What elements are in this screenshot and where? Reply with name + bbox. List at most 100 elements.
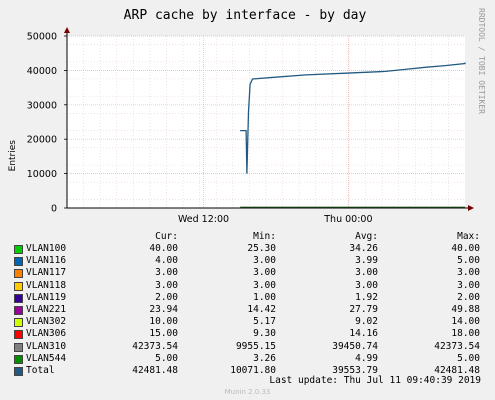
- legend-cur: 3.00: [155, 279, 178, 291]
- legend-cur: 4.00: [155, 255, 178, 267]
- y-tick-label: 50000: [27, 32, 57, 43]
- legend-swatch: [14, 257, 23, 267]
- y-tick-label: 40000: [27, 66, 57, 77]
- legend-row: VLAN116 4.00 3.00 3.99 5.00: [12, 255, 484, 267]
- legend-avg: 3.00: [355, 267, 378, 279]
- legend-name: VLAN117: [26, 267, 67, 279]
- y-tick-label: 20000: [27, 135, 57, 146]
- legend-name: VLAN310: [26, 340, 67, 352]
- legend-cur: 10.00: [149, 316, 178, 328]
- legend-swatch: [14, 318, 23, 328]
- legend-row: VLAN306 15.00 9.30 14.16 18.00: [12, 328, 484, 340]
- legend-name: VLAN116: [26, 255, 67, 267]
- legend-min: 3.00: [253, 279, 276, 291]
- y-tick-label: 10000: [27, 169, 57, 180]
- legend-avg: 4.99: [355, 352, 378, 364]
- legend-min: 14.42: [247, 304, 276, 315]
- legend-min: 3.00: [253, 255, 276, 267]
- legend-max: 14.00: [451, 316, 480, 328]
- plot-area: [67, 36, 465, 208]
- legend-row: VLAN221 23.94 14.42 27.79 49.88: [12, 304, 484, 316]
- y-axis-arrow: [64, 27, 70, 33]
- legend-avg: 39553.79: [332, 365, 378, 376]
- legend-max: 42373.54: [434, 340, 480, 352]
- legend-row: VLAN100 40.00 25.30 34.26 40.00: [12, 243, 484, 255]
- legend-min: 9955.15: [235, 340, 276, 352]
- legend-swatch: [14, 281, 23, 291]
- legend-swatch: [14, 245, 23, 254]
- legend-swatch: [14, 330, 23, 340]
- chart-title: ARP cache by interface - by day: [123, 8, 367, 23]
- legend-row: VLAN118 3.00 3.00 3.00 3.00: [12, 280, 484, 292]
- legend-cur: 42481.48: [132, 365, 178, 376]
- legend-avg: 39450.74: [332, 340, 378, 352]
- legend-cur: 2.00: [155, 291, 178, 303]
- legend-max: 3.00: [457, 267, 480, 279]
- legend-min: 5.17: [253, 316, 276, 328]
- legend-avg: 34.26: [349, 243, 378, 254]
- legend-avg: 3.99: [355, 255, 378, 267]
- legend-cur: 23.94: [149, 304, 178, 315]
- legend-row: VLAN302 10.00 5.17 9.02 14.00: [12, 316, 484, 328]
- series-line: [240, 62, 466, 174]
- legend-swatch: [14, 306, 23, 315]
- legend-max: 49.88: [451, 304, 480, 315]
- legend-row: Total 42481.48 10071.80 39553.79 42481.48: [12, 365, 484, 377]
- legend-name: VLAN302: [26, 316, 67, 328]
- legend-avg: 27.79: [349, 304, 378, 315]
- legend-max: 5.00: [457, 352, 480, 364]
- legend-cur: 40.00: [149, 243, 178, 254]
- legend-row: VLAN310 42373.54 9955.15 39450.74 42373.54: [12, 341, 484, 353]
- axes: [64, 27, 474, 211]
- legend-row: VLAN544 5.00 3.26 4.99 5.00: [12, 353, 484, 365]
- legend-max: 40.00: [451, 243, 480, 254]
- x-tick-label: Thu 00:00: [323, 214, 372, 225]
- legend-cur: 42373.54: [132, 340, 178, 352]
- series-marks: [240, 62, 466, 208]
- legend-min: 3.26: [253, 352, 276, 364]
- legend-swatch: [14, 269, 23, 279]
- legend-swatch: [14, 342, 23, 352]
- legend-avg: 1.92: [355, 291, 378, 303]
- header-avg: Avg:: [355, 231, 378, 242]
- chart-plot: 0 10000 20000 30000 40000 50000 Wed 12:00 Thu 0…: [27, 27, 474, 226]
- legend-max: 5.00: [457, 255, 480, 267]
- grid-lines: [67, 35, 465, 209]
- legend-max: 42481.48: [434, 365, 480, 376]
- legend-avg: 3.00: [355, 279, 378, 291]
- legend-max: 2.00: [457, 291, 480, 303]
- legend-min: 25.30: [247, 243, 276, 254]
- y-tick-label: 30000: [27, 100, 57, 111]
- last-update: Last update: Thu Jul 11 09:40:39 2019: [269, 375, 481, 386]
- legend-swatch: [14, 293, 23, 303]
- legend-name: VLAN544: [26, 352, 67, 364]
- legend-name: VLAN221: [26, 304, 67, 315]
- x-axis-arrow: [468, 205, 474, 211]
- header-max: Max:: [457, 231, 480, 242]
- legend-cur: 5.00: [155, 352, 178, 364]
- legend-row: VLAN119 2.00 1.00 1.92 2.00: [12, 292, 484, 304]
- legend-row: VLAN117 3.00 3.00 3.00 3.00: [12, 267, 484, 279]
- legend-name: VLAN118: [26, 279, 67, 291]
- legend-cur: 15.00: [149, 328, 178, 340]
- header-min: Min:: [253, 231, 276, 242]
- legend-swatch: [14, 354, 23, 364]
- y-tick-label: 0: [51, 204, 57, 215]
- legend-swatch: [14, 367, 23, 376]
- legend-min: 10071.80: [230, 365, 276, 376]
- legend-min: 3.00: [253, 267, 276, 279]
- legend-cur: 3.00: [155, 267, 178, 279]
- munin-version: Munin 2.0.33: [224, 388, 271, 396]
- rrdtool-side-label: RRDTOOL / TOBI OETIKER: [477, 8, 486, 114]
- legend-max: 18.00: [451, 328, 480, 340]
- legend-header: Cur: Min: Avg: Max:: [12, 231, 484, 243]
- tick-labels: 0 10000 20000 30000 40000 50000 Wed 12:00 Thu 0…: [27, 32, 373, 226]
- x-tick-label: Wed 12:00: [178, 214, 229, 225]
- legend-avg: 9.02: [355, 316, 378, 328]
- legend-max: 3.00: [457, 279, 480, 291]
- legend-name: Total: [26, 365, 55, 376]
- legend-min: 9.30: [253, 328, 276, 340]
- legend-min: 1.00: [253, 291, 276, 303]
- header-cur: Cur:: [155, 231, 178, 242]
